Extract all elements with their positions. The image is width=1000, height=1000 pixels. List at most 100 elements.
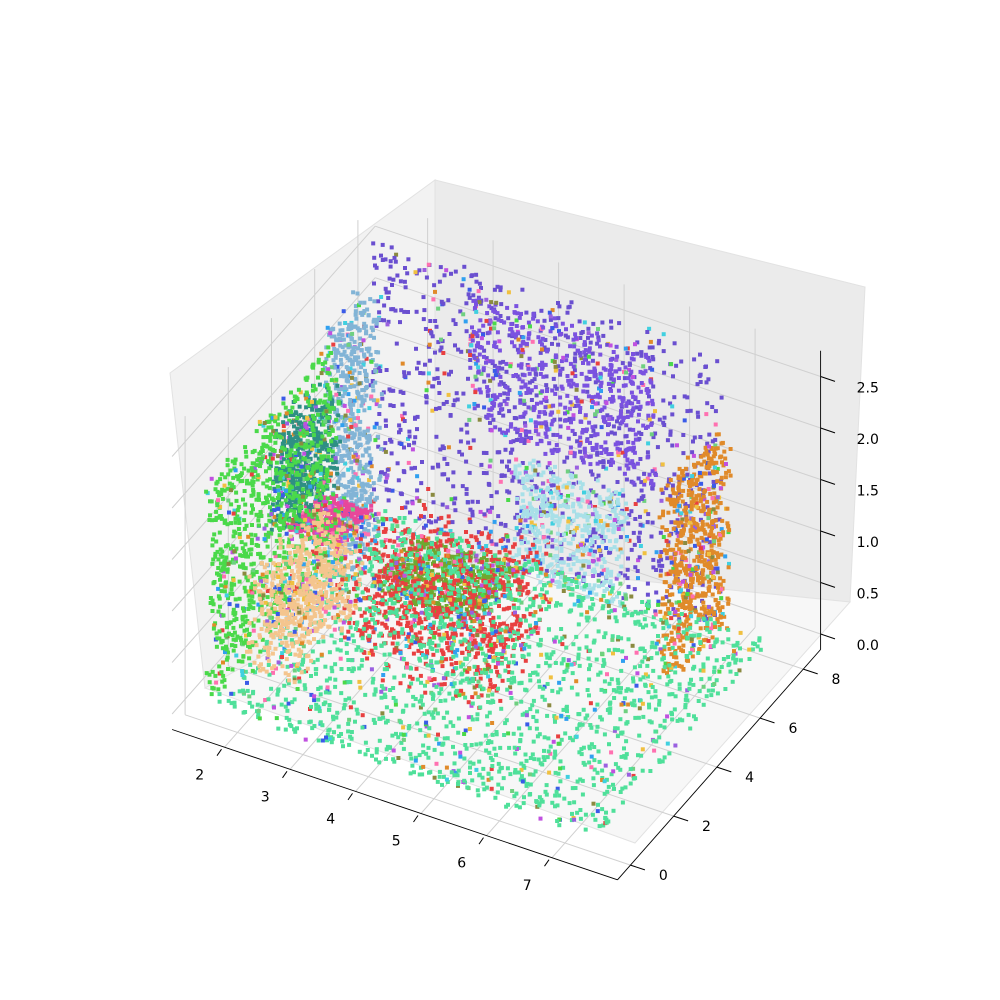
data-point [357,303,361,308]
data-point [564,327,568,332]
data-point [678,581,683,586]
data-point [585,594,590,599]
data-point [336,518,341,523]
data-point [711,479,716,484]
data-point [413,576,418,581]
data-point [413,415,418,420]
data-point [349,352,354,357]
data-point [515,347,520,352]
data-point [341,309,346,314]
data-point [685,572,690,577]
data-point [648,378,653,383]
data-point [495,669,500,674]
axis-lines [171,350,822,881]
data-point [517,479,522,484]
data-point [516,331,521,336]
data-point [699,497,704,502]
data-point [458,439,463,444]
data-point [563,411,567,416]
data-point [339,506,344,511]
data-point [647,358,652,363]
data-point [699,559,704,564]
data-point [350,481,355,485]
data-point [488,398,493,403]
data-point [677,663,682,668]
data-point [374,541,379,546]
data-point [410,574,415,579]
data-point [586,564,591,569]
data-point [551,376,556,381]
data-point [486,340,491,345]
data-point [690,594,695,599]
data-point [671,374,675,379]
data-point [539,473,544,478]
data-point [601,525,606,530]
data-point [598,533,603,538]
data-point [508,327,513,332]
data-point [539,308,544,313]
data-point [429,520,434,525]
data-point [616,453,621,458]
data-point [545,427,550,432]
data-point [545,538,549,543]
data-point [677,488,681,493]
data-point [721,530,726,535]
data-point [503,643,508,647]
data-point [586,331,591,336]
data-point [649,478,654,483]
data-point [707,511,711,516]
data-point [398,622,403,627]
data-point [424,577,428,582]
data-point [585,389,590,394]
data-point [697,493,702,498]
data-point [415,427,419,432]
data-point [596,545,601,550]
data-point [671,497,676,502]
data-point [660,563,665,568]
data-point [532,545,537,550]
data-point [426,519,431,524]
data-point [406,562,411,567]
data-point [413,559,418,563]
data-point [357,426,362,431]
data-point [345,437,350,442]
data-point [684,516,689,521]
data-point [550,544,555,549]
data-point [457,449,462,454]
data-point [534,393,539,398]
data-point [684,582,688,587]
data-point [347,542,352,547]
data-point [707,532,712,537]
data-point [548,404,553,409]
data-point [459,349,464,354]
data-point [631,480,636,485]
data-point [531,496,536,501]
data-point [421,577,426,582]
data-point [556,364,561,369]
data-point [336,418,341,423]
data-point [427,342,432,347]
point-cloud [204,241,763,832]
data-point [368,495,373,499]
data-point [394,586,399,591]
data-point [482,512,487,517]
data-point [481,366,486,371]
data-point [437,279,442,284]
data-point [678,562,683,567]
data-point [401,562,406,567]
data-point [668,429,673,434]
data-point [681,488,686,493]
data-point [631,448,636,453]
data-point [539,439,544,444]
data-point [565,335,570,340]
data-point [681,473,686,478]
data-point [370,538,375,543]
data-point [608,515,613,520]
data-point [430,492,435,497]
data-point [340,333,345,338]
data-point [718,501,723,505]
data-point [681,476,686,481]
data-point [548,507,553,512]
data-point [627,367,631,372]
data-point [608,463,613,467]
